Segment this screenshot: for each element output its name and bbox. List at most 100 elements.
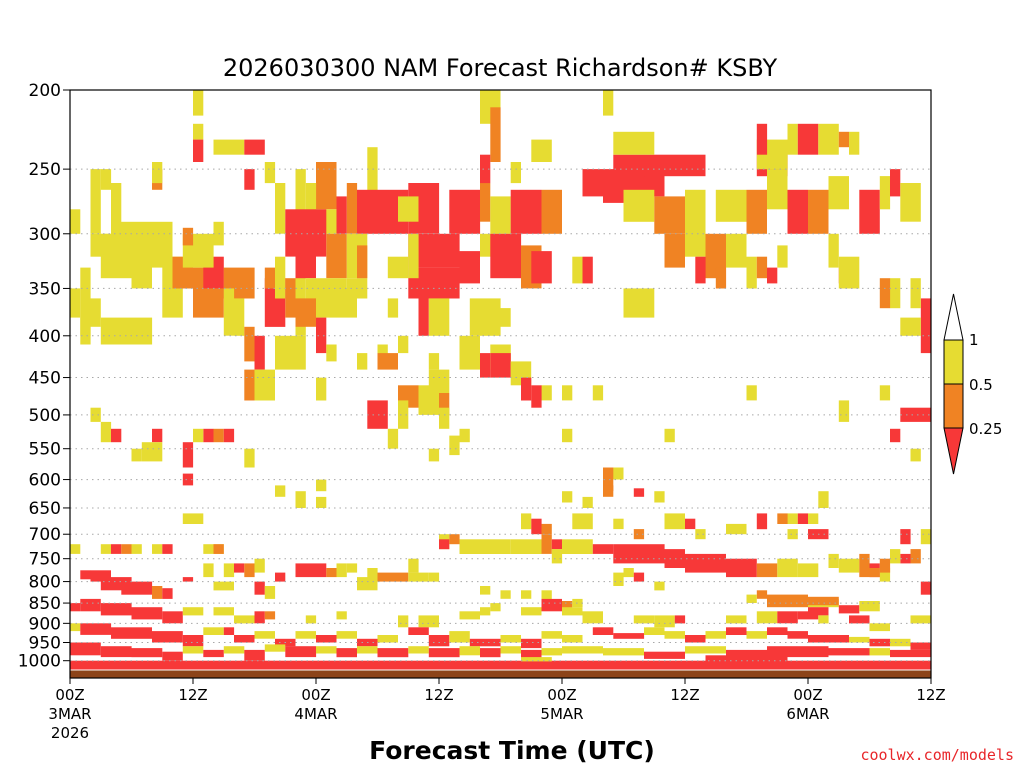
heatmap-cell [295, 631, 316, 639]
heatmap-cell [111, 183, 122, 234]
heatmap-cell [326, 568, 337, 578]
heatmap-cell [910, 615, 931, 624]
x-tick-date: 4MAR [294, 705, 337, 723]
heatmap-cell [285, 209, 327, 257]
heatmap-cell [900, 407, 932, 422]
heatmap-cell [244, 169, 255, 190]
heatmap-cell [910, 642, 931, 650]
heatmap-cell [203, 563, 214, 578]
x-tick-date: 5MAR [540, 705, 583, 723]
heatmap-cell [121, 581, 153, 595]
heatmap-cell [182, 442, 194, 468]
heatmap-cell [838, 400, 850, 422]
heatmap-cell [664, 549, 685, 568]
heatmap-cell [459, 611, 480, 620]
heatmap-cell [80, 267, 91, 336]
heatmap-cell [531, 385, 542, 408]
heatmap-cell [469, 298, 501, 336]
heatmap-cell [500, 646, 521, 654]
heatmap-cell [152, 544, 163, 554]
heatmap-cell [838, 131, 850, 148]
heatmap-cell [685, 646, 726, 654]
heatmap-cell [879, 558, 891, 573]
heatmap-cell [131, 607, 163, 620]
heatmap-cell [295, 491, 306, 508]
heatmap-cell [551, 539, 563, 550]
heatmap-cell [900, 183, 921, 222]
heatmap-cell [244, 139, 265, 155]
heatmap-cell [531, 251, 552, 284]
heatmap-cell [664, 513, 685, 530]
x-tick-label: 00Z [793, 686, 822, 704]
heatmap-cell [685, 553, 726, 573]
heatmap-cell [336, 196, 347, 234]
heatmap-cell [100, 603, 132, 616]
heatmap-cell [582, 611, 603, 624]
heatmap-cell [316, 162, 337, 210]
x-tick-date: 3MAR [48, 705, 91, 723]
heatmap-cell [869, 623, 890, 632]
heatmap-cell [480, 353, 491, 378]
heatmap-cell [234, 563, 245, 573]
heatmap-cell [428, 648, 460, 658]
heatmap-cell [726, 233, 747, 268]
heatmap-cell [336, 563, 347, 578]
heatmap-cell [213, 139, 245, 155]
grid-lines [70, 168, 931, 662]
below-ground-band [70, 670, 931, 678]
heatmap-cell [234, 298, 245, 336]
heatmap-cell [541, 631, 562, 639]
heatmap-cell [521, 657, 552, 662]
chart-title: 2026030300 NAM Forecast Richardson# KSBY [223, 54, 778, 82]
heatmap-cell [408, 233, 419, 279]
heatmap-cell [808, 596, 839, 606]
heatmap-cell [777, 558, 798, 578]
heatmap-cell [141, 442, 163, 462]
y-tick-label: 500 [29, 406, 61, 426]
heatmap-cell [90, 298, 101, 327]
heatmap-cell [705, 655, 788, 662]
heatmap-cell [469, 638, 501, 647]
heatmap-cell [244, 326, 255, 362]
heatmap-cell [90, 570, 111, 582]
heatmap-cell [408, 627, 429, 635]
heatmap-cell [264, 267, 276, 289]
heatmap-cell [244, 563, 255, 578]
x-tick-label: 12Z [178, 686, 207, 704]
heatmap-cell [777, 611, 798, 624]
heatmap-cell [285, 646, 317, 658]
heatmap-cell [664, 631, 685, 639]
heatmap-cell [787, 189, 808, 234]
heatmap-cell [756, 513, 768, 530]
heatmap-cell [80, 570, 91, 580]
heatmap-cell [603, 176, 624, 203]
heatmap-cell [746, 385, 757, 401]
heatmap-cell [193, 428, 204, 443]
heatmap-cell [193, 139, 204, 162]
heatmap-cell [387, 298, 399, 318]
heatmap-cell [705, 631, 726, 639]
heatmap-cell [890, 549, 901, 564]
heatmap-cell [398, 400, 409, 429]
heatmap-cell [449, 189, 481, 234]
heatmap-cell [531, 139, 552, 162]
heatmap-cell [715, 189, 747, 222]
heatmap-cell [336, 648, 357, 658]
heatmap-cell [859, 553, 870, 568]
heatmap-cell [920, 298, 932, 354]
heatmap-cell [664, 233, 685, 268]
y-tick-label: 850 [29, 594, 61, 614]
heatmap-cell [562, 601, 573, 610]
heatmap-cell [613, 633, 645, 639]
heatmap-cell [203, 627, 224, 635]
heatmap-cell [162, 611, 183, 624]
heatmap-cell [869, 648, 890, 656]
heatmap-cell [541, 523, 552, 535]
heatmap-cell [408, 646, 429, 654]
heatmap-cell [920, 581, 932, 595]
heatmap-cell [900, 529, 911, 545]
heatmap-cell [828, 648, 870, 656]
heatmap-cell [572, 256, 583, 284]
heatmap-cell [767, 627, 788, 635]
